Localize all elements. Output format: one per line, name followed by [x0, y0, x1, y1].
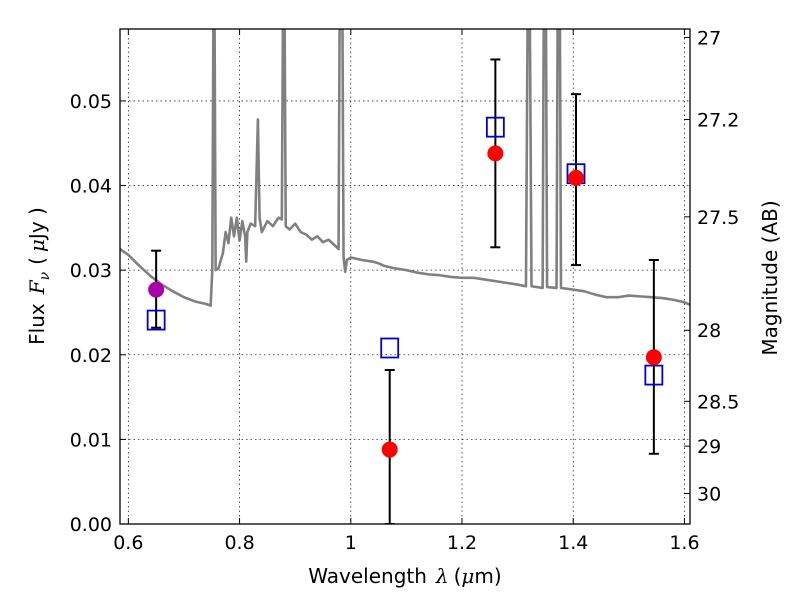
y-axis-ticks: 0.00 0.01 0.02 0.03 0.04 0.05: [70, 91, 126, 536]
observed-point: [568, 169, 584, 186]
observed-point: [148, 281, 165, 298]
x-tick-label: 0.8: [224, 532, 254, 554]
y2-tick-label: 27: [697, 27, 721, 49]
y-axis-label: FluxFν(μJy ): [25, 207, 53, 345]
y2-axis-ticks: 27 27.2 27.5 28 28.5 29 30: [684, 27, 739, 506]
y-tick-label: 0.01: [70, 429, 112, 451]
model-photometry-points: [146, 116, 664, 386]
model-spectrum-line: [120, 29, 690, 307]
model-point-square: [485, 116, 505, 138]
y-tick-label: 0.05: [70, 91, 112, 113]
observed-point: [381, 441, 398, 458]
x-axis-ticks: 0.6 0.8 1 1.2 1.4 1.6: [113, 29, 700, 554]
y2-tick-label: 27.5: [697, 207, 739, 229]
y2-tick-label: 28.5: [697, 391, 739, 413]
observed-photometry-points: [148, 145, 662, 458]
x-tick-label: 1.4: [558, 532, 588, 554]
x-axis-label: Wavelength λ (μm): [308, 564, 501, 588]
y-tick-label: 0.02: [70, 345, 112, 367]
y2-tick-label: 28: [697, 320, 721, 342]
y-tick-label: 0.00: [70, 514, 112, 536]
y-tick-label: 0.04: [70, 176, 112, 198]
x-tick-label: 1: [345, 532, 357, 554]
plot-frame: [119, 28, 691, 525]
y-tick-label: 0.03: [70, 260, 112, 282]
y2-tick-label: 30: [697, 484, 721, 506]
x-tick-label: 1.2: [447, 532, 477, 554]
observed-point: [487, 145, 504, 162]
x-tick-label: 1.6: [669, 532, 699, 554]
y2-axis-label: Magnitude (AB): [758, 200, 782, 355]
observed-point: [645, 349, 662, 366]
y2-tick-label: 29: [697, 436, 721, 458]
model-point-square: [146, 309, 166, 331]
model-point-square: [644, 364, 664, 386]
model-point-square: [380, 337, 400, 359]
model-spectrum-layer: [120, 29, 690, 307]
y2-tick-label: 27.2: [697, 110, 739, 132]
x-tick-label: 0.6: [113, 532, 143, 554]
